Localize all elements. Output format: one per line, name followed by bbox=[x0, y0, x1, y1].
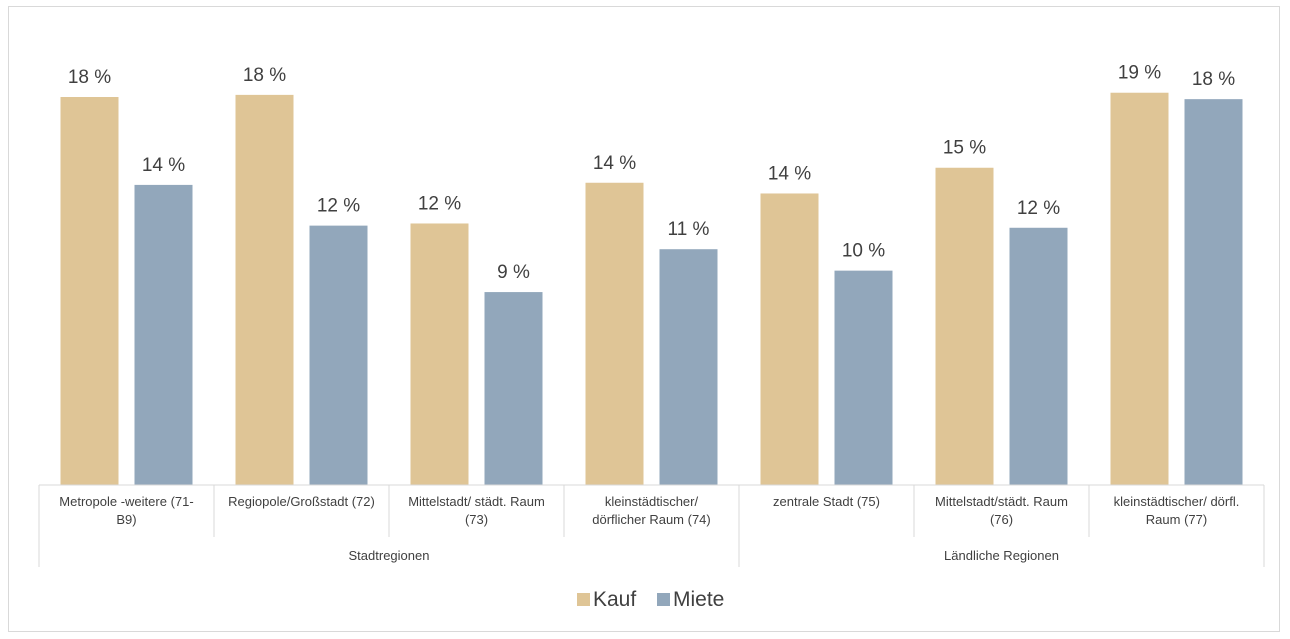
category-label-5: zentrale Stadt (75) bbox=[773, 494, 880, 509]
bar-kauf-4 bbox=[585, 182, 644, 485]
data-label-kauf-6: 15 % bbox=[943, 138, 986, 159]
bar-miete-7 bbox=[1184, 99, 1243, 486]
data-label-kauf-3: 12 % bbox=[418, 193, 461, 214]
data-label-miete-5: 10 % bbox=[842, 241, 885, 262]
category-label-7: Raum (77) bbox=[1146, 512, 1207, 527]
data-label-miete-2: 12 % bbox=[317, 196, 360, 217]
bar-miete-1 bbox=[134, 184, 193, 485]
data-label-kauf-4: 14 % bbox=[593, 153, 636, 174]
legend-swatch-kauf bbox=[577, 593, 590, 606]
data-label-miete-4: 11 % bbox=[668, 219, 710, 240]
data-label-miete-6: 12 % bbox=[1017, 198, 1060, 219]
bar-kauf-7 bbox=[1110, 92, 1169, 485]
category-label-1: Metropole -weitere (71- bbox=[59, 494, 193, 509]
legend-label-miete: Miete bbox=[673, 588, 724, 611]
bar-miete-3 bbox=[484, 292, 543, 485]
bar-miete-4 bbox=[659, 249, 718, 485]
category-label-3: (73) bbox=[465, 512, 488, 527]
bar-kauf-6 bbox=[935, 167, 994, 485]
bar-miete-2 bbox=[309, 225, 368, 485]
data-label-miete-3: 9 % bbox=[497, 262, 530, 283]
bar-kauf-3 bbox=[410, 223, 469, 485]
data-label-kauf-1: 18 % bbox=[68, 67, 111, 88]
category-label-4: kleinstädtischer/ bbox=[605, 494, 699, 509]
bar-kauf-5 bbox=[760, 193, 819, 485]
chart-frame: 18 % 18 % 12 % 14 % 14 % 15 % 19 % 14 % 12 % 9 % 1… bbox=[8, 6, 1280, 632]
bar-kauf-2 bbox=[235, 94, 294, 485]
category-label-4: dörflicher Raum (74) bbox=[592, 512, 711, 527]
category-label-6: Mittelstadt/städt. Raum bbox=[935, 494, 1068, 509]
data-label-kauf-5: 14 % bbox=[768, 163, 811, 184]
category-label-6: (76) bbox=[990, 512, 1013, 527]
category-label-7: kleinstädtischer/ dörfl. bbox=[1114, 494, 1240, 509]
category-label-3: Mittelstadt/ städt. Raum bbox=[408, 494, 545, 509]
category-label-1: B9) bbox=[116, 512, 136, 527]
data-label-miete-1: 14 % bbox=[142, 155, 185, 176]
data-label-miete-7: 18 % bbox=[1192, 69, 1235, 90]
legend-swatch-miete bbox=[657, 593, 670, 606]
data-label-kauf-2: 18 % bbox=[243, 65, 286, 86]
group-label-2: Ländliche Regionen bbox=[944, 548, 1059, 563]
category-label-2: Regiopole/Großstadt (72) bbox=[228, 494, 375, 509]
bar-kauf-1 bbox=[60, 97, 119, 485]
legend-label-kauf: Kauf bbox=[593, 588, 636, 611]
group-label-1: Stadtregionen bbox=[349, 548, 430, 563]
bar-chart: 18 % 18 % 12 % 14 % 14 % 15 % 19 % 14 % 12 % 9 % 1… bbox=[38, 63, 1265, 611]
bar-miete-5 bbox=[834, 270, 893, 485]
bar-miete-6 bbox=[1009, 227, 1068, 485]
data-label-kauf-7: 19 % bbox=[1118, 63, 1161, 84]
